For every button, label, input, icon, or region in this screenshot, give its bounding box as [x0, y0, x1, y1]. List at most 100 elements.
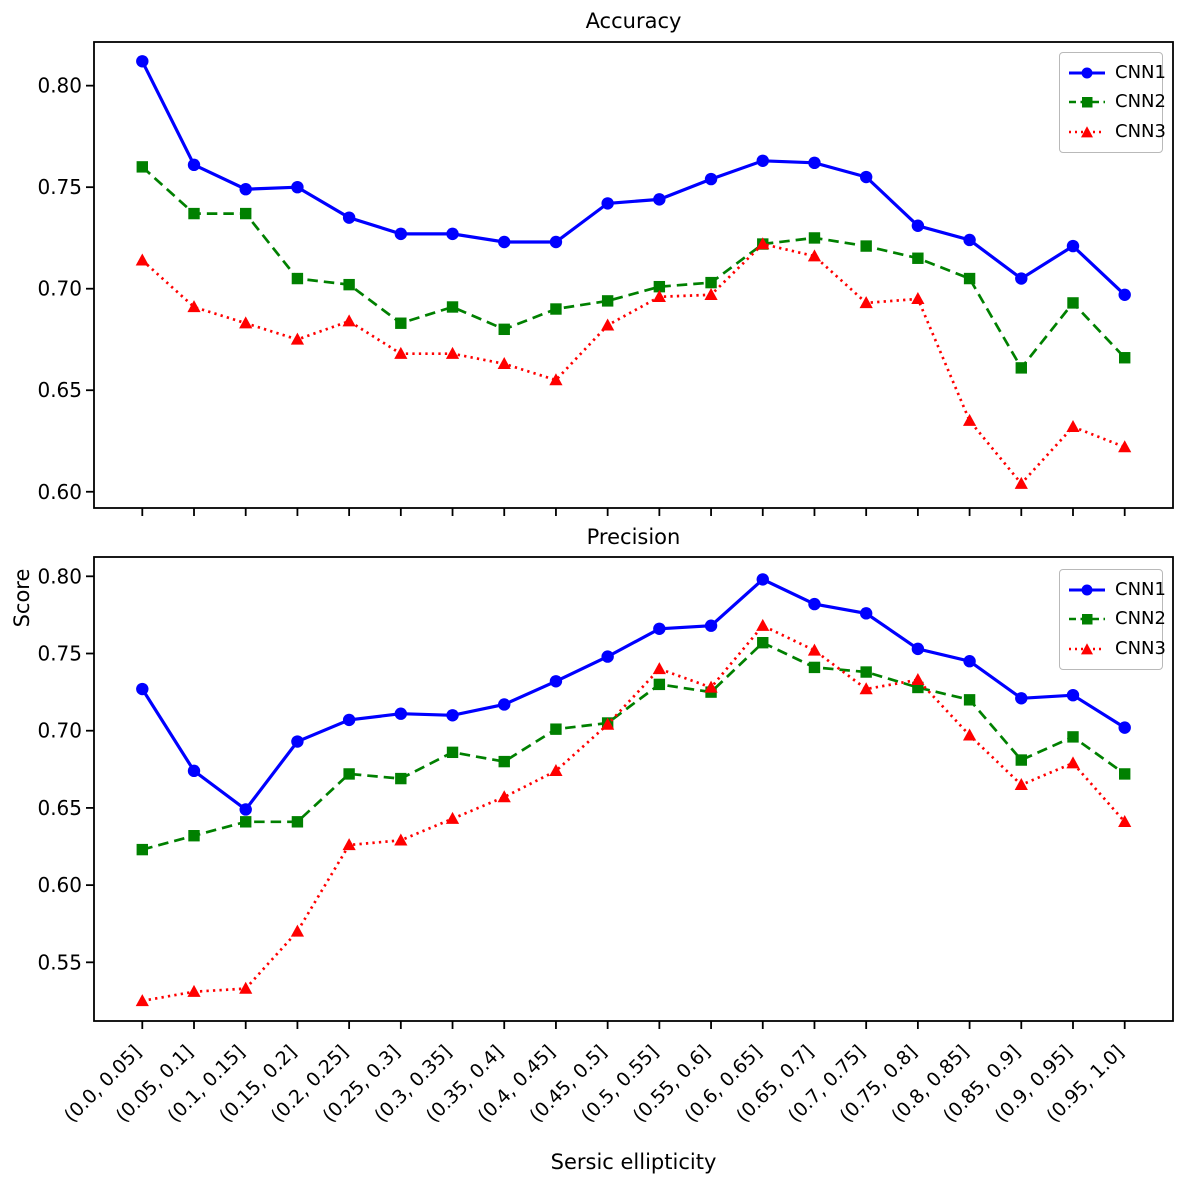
- data-point: [601, 318, 615, 331]
- data-point: [1015, 272, 1028, 285]
- series-line: [141, 242, 1126, 486]
- data-point: [860, 240, 872, 252]
- data-point: [1066, 419, 1080, 432]
- legend-entry-cnn2: CNN2: [1068, 88, 1166, 116]
- data-point: [1014, 777, 1028, 790]
- data-point: [342, 838, 356, 851]
- data-point: [291, 272, 304, 285]
- data-point: [446, 301, 459, 313]
- data-point: [757, 636, 769, 649]
- y-tick-label: 0.70: [37, 719, 82, 743]
- series-line: [140, 577, 1126, 812]
- data-point: [1015, 754, 1027, 766]
- legend-entry-cnn3: CNN3: [1068, 118, 1166, 146]
- data-point: [912, 252, 924, 264]
- data-point: [911, 672, 925, 685]
- data-point: [859, 682, 873, 695]
- data-point: [342, 314, 356, 327]
- legend-label-cnn1: CNN1: [1115, 61, 1166, 83]
- data-point: [963, 694, 976, 706]
- y-tick-label: 0.80: [37, 74, 82, 98]
- y-tick-label: 0.80: [37, 564, 82, 588]
- legend-entry-cnn1: CNN1: [1068, 576, 1166, 604]
- data-point: [1067, 731, 1079, 743]
- data-point: [963, 272, 976, 285]
- cnn2-line-marker-icon: [1069, 614, 1105, 625]
- legend-entry-cnn3: CNN3: [1068, 635, 1166, 663]
- x-axis-ticks: (0.0, 0.05](0.05, 0.1](0.1, 0.15](0.15, …: [60, 1021, 1128, 1127]
- data-point: [1118, 440, 1132, 453]
- data-point: [1015, 692, 1028, 705]
- data-point: [860, 666, 872, 678]
- series-line: [140, 60, 1126, 296]
- data-point: [653, 622, 666, 636]
- data-point: [550, 303, 562, 315]
- y-tick-label: 0.65: [37, 796, 82, 820]
- data-point: [342, 211, 356, 224]
- y-axis-label: Score: [10, 568, 34, 628]
- cnn1-line-marker-icon: [1069, 584, 1105, 596]
- data-point: [1066, 756, 1080, 769]
- data-point: [1119, 352, 1131, 364]
- data-point: [187, 300, 201, 313]
- legend-entry-cnn2: CNN2: [1068, 605, 1166, 633]
- data-point: [808, 156, 821, 170]
- data-point: [239, 981, 253, 994]
- plot-frame: [93, 556, 1174, 1022]
- data-point: [911, 219, 925, 232]
- data-point: [446, 746, 459, 759]
- data-point: [291, 816, 304, 828]
- data-point: [239, 183, 252, 196]
- legend-entry-cnn1: CNN1: [1068, 59, 1166, 87]
- data-point: [394, 227, 408, 241]
- y-axis-ticks: 0.60 0.65 0.70 0.75 0.80: [37, 74, 94, 504]
- data-point: [549, 675, 563, 688]
- data-point: [394, 707, 408, 720]
- cnn3-line-marker-icon: [1069, 126, 1105, 138]
- y-tick-label: 0.75: [37, 642, 82, 666]
- data-point: [652, 662, 666, 675]
- data-point: [395, 772, 407, 785]
- data-point: [240, 207, 252, 220]
- data-point: [859, 296, 873, 309]
- data-point: [859, 607, 873, 620]
- series-cnn1: [136, 573, 1131, 816]
- data-point: [394, 346, 408, 359]
- data-point: [808, 661, 821, 674]
- cnn2-line-marker-icon: [1069, 97, 1105, 108]
- legend-label-cnn3: CNN3: [1115, 121, 1166, 143]
- data-point: [239, 316, 253, 329]
- data-point: [498, 235, 511, 249]
- data-point: [446, 709, 459, 722]
- data-point: [756, 237, 770, 250]
- data-point: [601, 650, 614, 663]
- legend-label-cnn2: CNN2: [1115, 608, 1166, 630]
- data-point: [1066, 688, 1080, 702]
- data-point: [704, 680, 718, 693]
- data-point: [963, 233, 976, 247]
- data-point: [498, 323, 510, 336]
- data-point: [136, 55, 149, 68]
- data-point: [756, 154, 769, 167]
- y-tick-label: 0.65: [37, 378, 82, 402]
- data-point: [549, 373, 563, 386]
- cnn3-line-marker-icon: [1069, 643, 1105, 655]
- data-point: [756, 618, 770, 631]
- data-point: [1118, 288, 1131, 301]
- data-point: [963, 655, 976, 668]
- data-point: [135, 253, 149, 266]
- accuracy-chart-title: Accuracy: [585, 9, 682, 33]
- data-point: [136, 843, 148, 856]
- data-point: [394, 833, 408, 846]
- data-point: [705, 276, 717, 289]
- data-point: [187, 158, 201, 172]
- data-point: [395, 317, 407, 329]
- data-point: [859, 170, 873, 184]
- data-point: [911, 642, 925, 656]
- series-line: [141, 641, 1126, 851]
- cnn1-line-marker-icon: [1069, 67, 1105, 79]
- series-cnn1: [136, 55, 1131, 301]
- data-point: [704, 287, 718, 300]
- data-point: [290, 924, 305, 937]
